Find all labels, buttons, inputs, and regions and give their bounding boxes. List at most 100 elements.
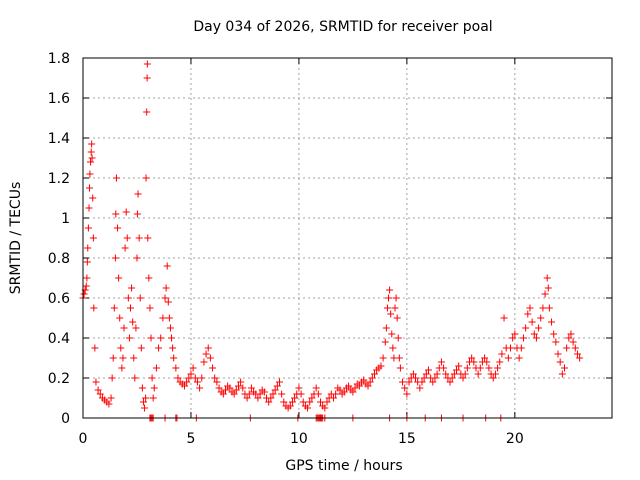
data-point bbox=[446, 378, 454, 386]
data-point bbox=[83, 274, 91, 282]
x-axis-label: GPS time / hours bbox=[285, 458, 402, 474]
x-tick-label: 20 bbox=[506, 431, 524, 447]
data-point bbox=[172, 364, 180, 372]
data-point bbox=[500, 314, 508, 322]
data-point bbox=[96, 390, 104, 398]
data-point bbox=[321, 404, 329, 412]
data-point bbox=[161, 294, 169, 302]
data-point bbox=[416, 384, 424, 392]
data-point bbox=[383, 304, 391, 312]
data-point bbox=[85, 184, 93, 192]
data-point bbox=[379, 354, 387, 362]
data-point bbox=[437, 358, 445, 366]
data-point bbox=[517, 344, 525, 352]
data-point bbox=[146, 304, 154, 312]
data-point bbox=[204, 344, 212, 352]
y-tick-label: 1.8 bbox=[48, 51, 70, 67]
data-point bbox=[183, 378, 191, 386]
data-point bbox=[306, 398, 314, 406]
data-point bbox=[453, 366, 461, 374]
y-tick-label: 0 bbox=[61, 411, 70, 427]
data-point bbox=[84, 224, 92, 232]
data-point bbox=[530, 330, 538, 338]
data-point bbox=[424, 366, 432, 374]
data-point bbox=[89, 194, 97, 202]
data-point bbox=[193, 378, 201, 386]
data-point bbox=[463, 364, 471, 372]
y-tick-label: 0.8 bbox=[48, 251, 70, 267]
y-tick-label: 1 bbox=[61, 211, 70, 227]
data-point bbox=[138, 384, 146, 392]
data-point bbox=[82, 282, 90, 290]
data-point bbox=[563, 344, 571, 352]
data-point bbox=[202, 350, 210, 358]
data-point bbox=[226, 384, 234, 392]
data-point bbox=[142, 394, 150, 402]
data-point bbox=[85, 204, 93, 212]
data-point bbox=[265, 398, 273, 406]
data-point bbox=[405, 378, 413, 386]
data-point bbox=[89, 234, 97, 242]
data-point bbox=[143, 74, 151, 82]
data-point bbox=[418, 378, 426, 386]
data-point bbox=[332, 390, 340, 398]
data-point bbox=[554, 350, 562, 358]
x-tick-label: 0 bbox=[79, 431, 88, 447]
data-point bbox=[155, 344, 163, 352]
data-point bbox=[111, 254, 119, 262]
chart-title: Day 034 of 2026, SRMTID for receiver poa… bbox=[193, 19, 492, 35]
data-point bbox=[507, 344, 515, 352]
data-point bbox=[278, 390, 286, 398]
data-point bbox=[127, 304, 135, 312]
data-point bbox=[403, 390, 411, 398]
data-point bbox=[483, 358, 491, 366]
data-point bbox=[429, 378, 437, 386]
data-point bbox=[498, 350, 506, 358]
x-tick-label: 5 bbox=[186, 431, 195, 447]
data-point bbox=[295, 384, 303, 392]
plot-frame bbox=[82, 57, 613, 419]
data-point bbox=[269, 390, 277, 398]
data-point bbox=[541, 290, 549, 298]
data-point bbox=[145, 274, 153, 282]
data-point bbox=[105, 400, 113, 408]
data-point bbox=[494, 364, 502, 372]
x-tick-label: 15 bbox=[398, 431, 416, 447]
data-point bbox=[273, 382, 281, 390]
data-point bbox=[191, 374, 199, 382]
data-point bbox=[509, 334, 517, 342]
data-point bbox=[133, 210, 141, 218]
data-point bbox=[215, 384, 223, 392]
data-point bbox=[461, 370, 469, 378]
data-point bbox=[440, 364, 448, 372]
data-point bbox=[237, 378, 245, 386]
data-point bbox=[455, 362, 463, 370]
data-point bbox=[243, 394, 251, 402]
data-point bbox=[271, 386, 279, 394]
data-point bbox=[130, 354, 138, 362]
data-point bbox=[532, 334, 540, 342]
data-point bbox=[381, 338, 389, 346]
data-point bbox=[304, 404, 312, 412]
data-point bbox=[496, 358, 504, 366]
data-point bbox=[308, 394, 316, 402]
data-point bbox=[109, 354, 117, 362]
data-point bbox=[556, 358, 564, 366]
data-point bbox=[80, 290, 88, 298]
data-point bbox=[567, 330, 575, 338]
data-point bbox=[550, 330, 558, 338]
data-point bbox=[393, 314, 401, 322]
data-points bbox=[79, 60, 584, 422]
data-point bbox=[169, 344, 177, 352]
data-point bbox=[539, 304, 547, 312]
data-point bbox=[442, 370, 450, 378]
data-point bbox=[129, 318, 137, 326]
data-point bbox=[168, 334, 176, 342]
data-point bbox=[470, 358, 478, 366]
data-point bbox=[122, 208, 130, 216]
data-point bbox=[149, 394, 157, 402]
data-point bbox=[131, 374, 139, 382]
data-point bbox=[409, 370, 417, 378]
data-point bbox=[401, 384, 409, 392]
data-point bbox=[394, 334, 402, 342]
